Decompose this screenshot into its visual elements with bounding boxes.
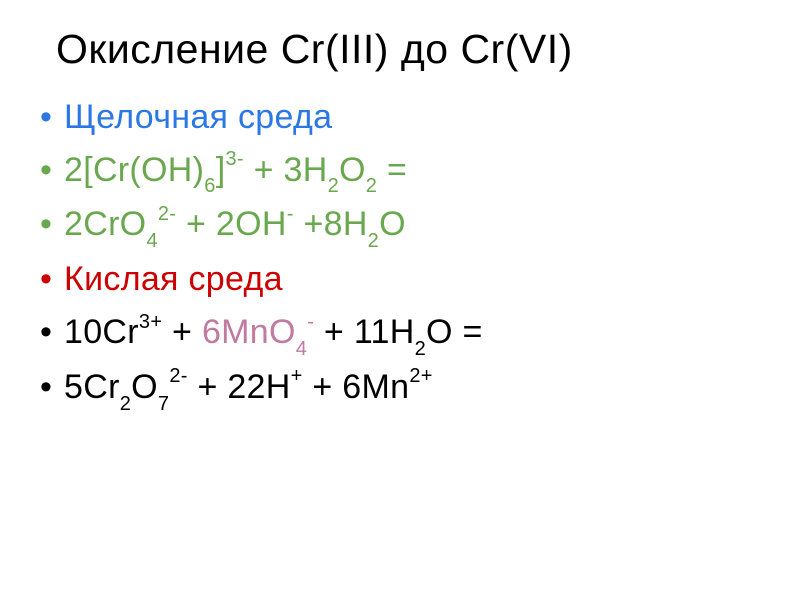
text-span: Щелочная среда	[64, 98, 332, 136]
text-span: O =	[426, 313, 483, 351]
text-span: 5Cr	[64, 368, 120, 406]
text-span: -	[307, 311, 314, 333]
text-span: +8H	[294, 205, 368, 243]
text-span: 2	[328, 175, 339, 197]
bullet-line: Щелочная среда	[36, 91, 770, 144]
text-span: Кислая среда	[64, 260, 283, 298]
text-span: 2+	[409, 365, 432, 387]
text-span: O	[339, 151, 366, 189]
text-span: + 22H	[188, 368, 291, 406]
text-span: + 6Mn	[303, 368, 410, 406]
text-span: 4	[146, 230, 157, 252]
text-span: 2	[415, 338, 426, 360]
text-span: 6MnO	[202, 313, 296, 351]
text-span: + 2OH	[176, 205, 286, 243]
text-span: 2-	[169, 365, 187, 387]
text-span: ]	[216, 151, 226, 189]
text-span: 2	[120, 393, 131, 415]
text-span: + 3H	[244, 151, 328, 189]
text-span: 6	[204, 175, 215, 197]
text-span: 3-	[225, 148, 243, 170]
bullet-line: Кислая среда	[36, 253, 770, 306]
text-span: 10Cr	[64, 313, 139, 351]
text-span: =	[377, 151, 407, 189]
bullet-line: 2[Cr(OH)6]3- + 3H2O2 =	[36, 144, 770, 199]
text-span: 2[Cr(OH)	[64, 151, 204, 189]
text-span: 3+	[139, 311, 162, 333]
text-span: 2	[366, 175, 377, 197]
bullet-line: 2CrO42- + 2OH- +8H2O	[36, 198, 770, 253]
text-span: -	[287, 203, 294, 225]
slide-title: Окисление Cr(III) до Cr(VI)	[56, 26, 770, 73]
text-span: 4	[296, 338, 307, 360]
text-span: 2	[368, 230, 379, 252]
bullet-line: 10Cr3+ + 6MnO4- + 11H2O =	[36, 306, 770, 361]
text-span: 2CrO	[64, 205, 146, 243]
text-span: +	[291, 365, 303, 387]
bullet-line: 5Cr2O72- + 22H+ + 6Mn2+	[36, 361, 770, 416]
slide: Окисление Cr(III) до Cr(VI) Щелочная сре…	[0, 0, 800, 600]
text-span: 2-	[158, 203, 176, 225]
text-span: O	[379, 205, 406, 243]
slide-body: Щелочная среда2[Cr(OH)6]3- + 3H2O2 =2CrO…	[30, 91, 770, 416]
text-span: +	[162, 313, 202, 351]
text-span: + 11H	[314, 313, 414, 351]
text-span: O	[131, 368, 158, 406]
text-span: 7	[158, 393, 169, 415]
